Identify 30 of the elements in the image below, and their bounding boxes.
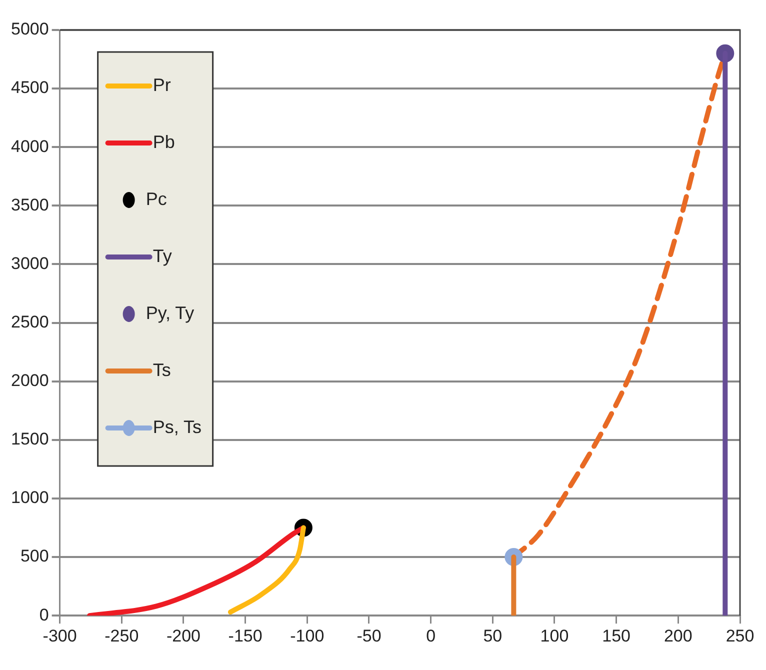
legend-label: Pb (152, 132, 175, 152)
x-tick-label: -100 (290, 626, 324, 646)
y-tick-label: 1500 (10, 430, 49, 449)
x-tick-label: 200 (664, 626, 692, 646)
y-tick-label: 500 (20, 546, 49, 566)
x-tick-label: 100 (540, 626, 569, 646)
y-tick-label: 2000 (10, 371, 49, 390)
y-tick-label: 4500 (10, 78, 49, 98)
legend-label: Ts (152, 360, 171, 380)
y-tick-label: 4000 (10, 136, 49, 156)
y-tick-label: 3000 (10, 254, 49, 273)
legend-label: Pc (146, 188, 167, 209)
x-tick-label: 150 (602, 626, 631, 646)
legend-label: Ty (152, 246, 172, 266)
y-tick-label: 2500 (10, 312, 49, 332)
legend-label: Py, Ty (146, 302, 194, 323)
x-tick-label: -200 (166, 626, 201, 646)
x-tick-label: 50 (483, 626, 502, 646)
x-tick-label: -50 (356, 626, 382, 646)
x-tick-label: -300 (42, 626, 77, 646)
y-tick-label: 3500 (10, 195, 49, 214)
x-tick-label: -250 (104, 626, 139, 646)
x-tick-label: 0 (426, 626, 436, 646)
legend-label: Pr (152, 74, 171, 95)
y-tick-label: 1000 (10, 488, 49, 508)
y-tick-label: 0 (39, 605, 49, 624)
legend-label: Ps, Ts (152, 416, 202, 437)
y-tick-label: 5000 (10, 20, 49, 39)
x-tick-label: 250 (726, 626, 754, 646)
x-tick-label: -150 (228, 626, 262, 646)
